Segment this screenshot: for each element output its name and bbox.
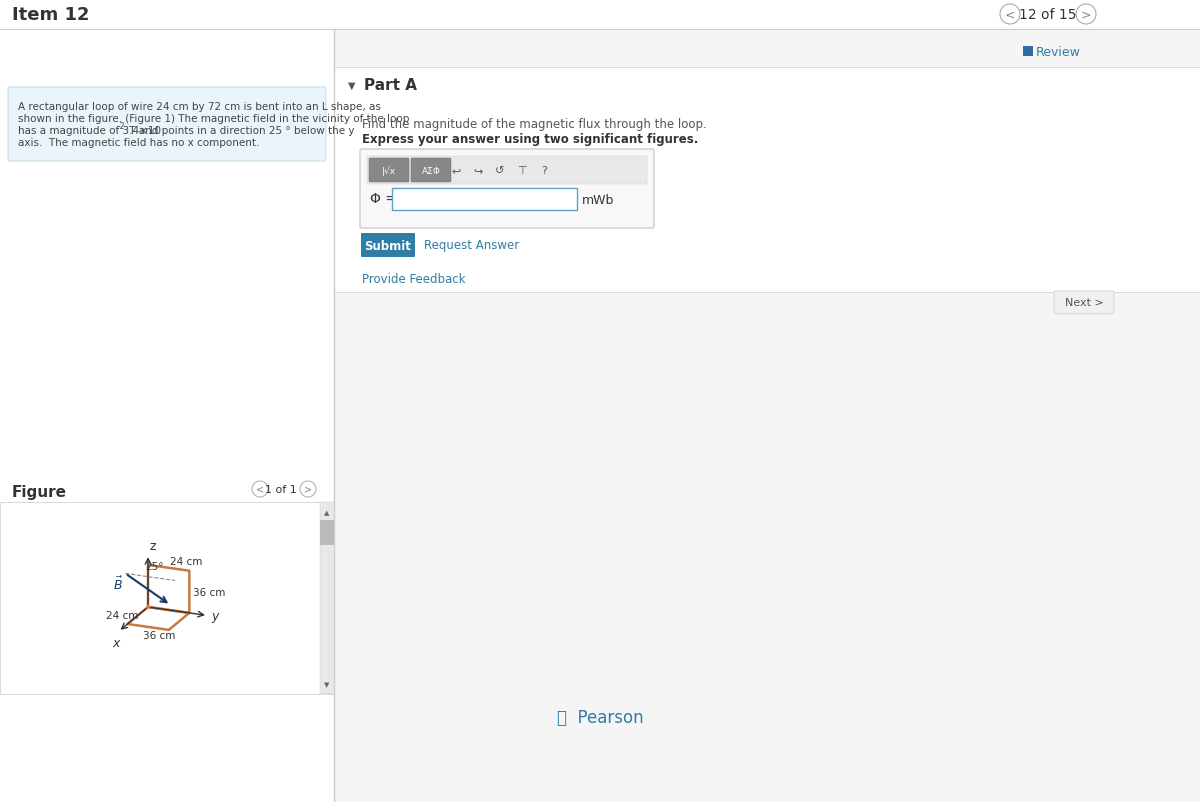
Text: Provide Feedback: Provide Feedback bbox=[362, 273, 466, 286]
Text: <: < bbox=[1004, 9, 1015, 22]
Text: Express your answer using two significant figures.: Express your answer using two significan… bbox=[362, 133, 698, 146]
Text: 36 cm: 36 cm bbox=[143, 630, 175, 640]
Text: has a magnitude of 3.4×10: has a magnitude of 3.4×10 bbox=[18, 126, 161, 136]
Text: ⊤: ⊤ bbox=[517, 166, 527, 176]
Circle shape bbox=[252, 481, 268, 497]
Text: $\vec{B}$: $\vec{B}$ bbox=[113, 575, 124, 593]
Text: ?: ? bbox=[541, 166, 547, 176]
Text: Request Answer: Request Answer bbox=[424, 239, 520, 252]
FancyBboxPatch shape bbox=[370, 159, 409, 183]
FancyBboxPatch shape bbox=[1054, 292, 1114, 314]
Text: z: z bbox=[150, 540, 156, 553]
Text: ↪: ↪ bbox=[473, 166, 482, 176]
FancyBboxPatch shape bbox=[410, 159, 451, 183]
Bar bbox=[0, 502, 334, 695]
Text: 24 cm: 24 cm bbox=[106, 611, 138, 621]
Text: -2: -2 bbox=[118, 122, 126, 131]
Bar bbox=[0, 0, 334, 802]
Bar bbox=[367, 157, 647, 184]
Text: Part A: Part A bbox=[364, 79, 418, 93]
Text: A rectangular loop of wire 24 cm by 72 cm is bent into an L shape, as: A rectangular loop of wire 24 cm by 72 c… bbox=[18, 102, 380, 111]
Text: ▼: ▼ bbox=[324, 681, 330, 687]
Text: Find the magnitude of the magnetic flux through the loop.: Find the magnitude of the magnetic flux … bbox=[362, 118, 707, 131]
FancyBboxPatch shape bbox=[361, 233, 415, 257]
Text: Figure: Figure bbox=[12, 484, 67, 500]
Text: 36 cm: 36 cm bbox=[193, 587, 226, 597]
Text: Next >: Next > bbox=[1064, 298, 1103, 308]
Text: Review: Review bbox=[1036, 46, 1081, 59]
FancyBboxPatch shape bbox=[360, 150, 654, 229]
Text: 1 of 1: 1 of 1 bbox=[265, 484, 296, 494]
Text: >: > bbox=[1081, 9, 1091, 22]
Text: T and points in a direction 25 ° below the y: T and points in a direction 25 ° below t… bbox=[126, 126, 354, 136]
Text: ↺: ↺ bbox=[496, 166, 505, 176]
Bar bbox=[334, 30, 1200, 802]
Circle shape bbox=[300, 481, 316, 497]
Text: 24 cm: 24 cm bbox=[169, 556, 202, 566]
Bar bbox=[1022, 47, 1033, 57]
Text: >: > bbox=[304, 484, 312, 494]
Text: 25°: 25° bbox=[145, 561, 163, 571]
Bar bbox=[334, 68, 1200, 293]
Text: ▼: ▼ bbox=[348, 81, 355, 91]
Text: Item 12: Item 12 bbox=[12, 6, 90, 24]
FancyBboxPatch shape bbox=[8, 88, 326, 162]
Text: shown in the figure. (Figure 1) The magnetic field in the vicinity of the loop: shown in the figure. (Figure 1) The magn… bbox=[18, 114, 409, 124]
Circle shape bbox=[1000, 5, 1020, 25]
Text: ΑΣΦ: ΑΣΦ bbox=[421, 166, 440, 176]
Bar bbox=[392, 188, 577, 211]
Bar bbox=[320, 520, 334, 545]
Text: ▲: ▲ bbox=[324, 509, 330, 516]
Text: ↩: ↩ bbox=[451, 166, 461, 176]
Text: y: y bbox=[211, 610, 218, 622]
Bar bbox=[320, 502, 334, 695]
Circle shape bbox=[1076, 5, 1096, 25]
Bar bbox=[0, 0, 1200, 30]
Text: Ⓟ  Pearson: Ⓟ Pearson bbox=[557, 708, 643, 726]
Text: <: < bbox=[256, 484, 264, 494]
Text: |√x: |√x bbox=[382, 166, 396, 176]
Text: 12 of 15: 12 of 15 bbox=[1019, 8, 1076, 22]
Text: mWb: mWb bbox=[582, 193, 614, 206]
Text: Φ =: Φ = bbox=[370, 192, 397, 206]
Text: Submit: Submit bbox=[365, 239, 412, 252]
Text: axis.  The magnetic field has no x component.: axis. The magnetic field has no x compon… bbox=[18, 138, 259, 148]
Text: x: x bbox=[113, 636, 120, 649]
